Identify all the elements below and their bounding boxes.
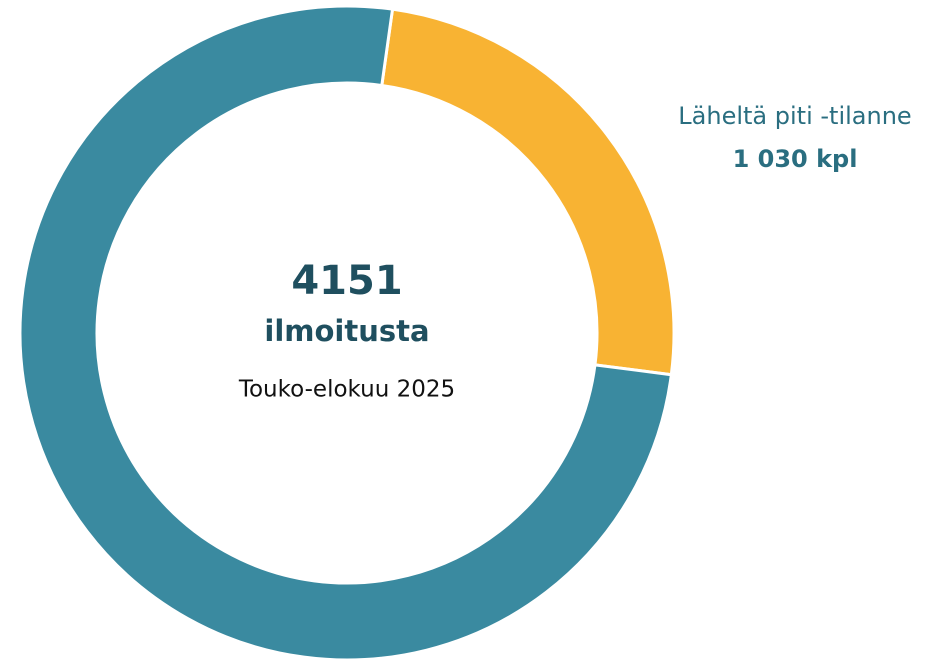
subtitle: Touko-elokuu 2025 xyxy=(238,377,455,403)
center-total: 4151 xyxy=(291,258,402,304)
segment-label: Läheltä piti -tilanne xyxy=(678,102,911,130)
segment-value-label: 1 030 kpl xyxy=(733,145,858,173)
center-label: ilmoitusta xyxy=(264,314,429,348)
